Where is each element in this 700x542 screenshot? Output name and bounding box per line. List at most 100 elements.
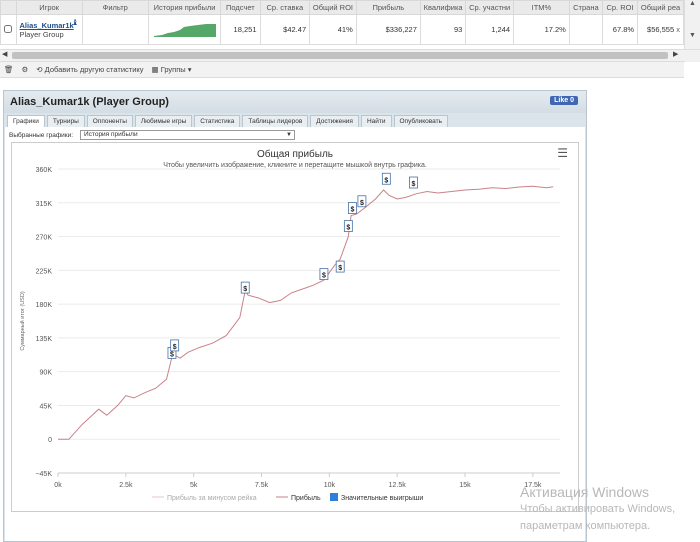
- tab-charts[interactable]: Графики: [7, 115, 45, 127]
- column-header-player[interactable]: Игрок: [15, 0, 83, 15]
- tab-statistics[interactable]: Статистика: [194, 115, 241, 127]
- x-tick-label: 7.5k: [255, 482, 269, 489]
- scroll-down-icon[interactable]: ▼: [689, 32, 696, 39]
- row-checkbox[interactable]: [4, 24, 13, 33]
- chart-menu-icon[interactable]: ☰: [557, 146, 568, 160]
- chart-type-value: История прибыли: [84, 131, 138, 138]
- significant-win-flag-label: $: [322, 273, 326, 280]
- watermark-line-2: Чтобы активировать Windows,: [520, 503, 676, 515]
- y-tick-label: −45K: [35, 471, 52, 478]
- significant-win-flag-label: $: [384, 177, 388, 184]
- x-tick-label: 2.5k: [119, 482, 133, 489]
- y-tick-label: 135K: [36, 336, 53, 343]
- significant-win-flag-label: $: [360, 200, 364, 207]
- column-header-itm[interactable]: ITM%: [513, 0, 570, 15]
- trash-icon[interactable]: 🗑: [4, 65, 14, 74]
- horizontal-scrollbar[interactable]: ◀ ▶: [0, 49, 700, 61]
- settings-icon[interactable]: ⚙: [21, 65, 29, 74]
- qualification-cell: 93: [419, 14, 467, 45]
- significant-win-flag: [343, 220, 353, 232]
- column-header-total-rake[interactable]: Общий реа: [637, 0, 684, 15]
- groups-button[interactable]: ▦ Группы ▾: [152, 65, 192, 74]
- significant-win-flag-label: $: [350, 207, 354, 214]
- significant-win-flag-label: $: [346, 225, 350, 232]
- scroll-up-icon[interactable]: ▲: [689, 0, 696, 7]
- vertical-scrollbar[interactable]: ▲ ▼: [684, 0, 700, 62]
- y-tick-label: 45K: [40, 403, 53, 410]
- scroll-right-icon[interactable]: ▶: [673, 51, 679, 58]
- tab-leaderboards[interactable]: Таблицы лидеров: [242, 115, 309, 127]
- significant-win-flag: [170, 339, 180, 352]
- legend-label-profit: Прибыль: [291, 494, 321, 502]
- x-tick-label: 15k: [459, 482, 471, 489]
- grid-icon: ▦: [151, 65, 159, 74]
- y-tick-label: 225K: [36, 268, 53, 275]
- total-roi-cell: 41%: [309, 14, 357, 45]
- column-header-profit-history[interactable]: История прибыли: [147, 0, 222, 15]
- x-tick-label: 5k: [190, 482, 198, 489]
- column-header-filter[interactable]: Фильтр: [81, 0, 149, 15]
- player-panel: Alias_Kumar1k (Player Group) Like 0 Граф…: [3, 90, 587, 542]
- significant-win-flag: [335, 260, 345, 273]
- legend-swatch-significant: [330, 493, 338, 501]
- horizontal-scroll-thumb[interactable]: [12, 52, 668, 59]
- tab-opponents[interactable]: Оппоненты: [86, 115, 133, 127]
- column-header-avg-stake[interactable]: Ср. ставка: [259, 0, 311, 15]
- x-tick-label: 12.5k: [389, 482, 407, 489]
- column-header-avg-roi[interactable]: Ср. ROI: [601, 0, 639, 15]
- tab-tournaments[interactable]: Турниры: [46, 115, 85, 127]
- table-header-row: Игрок Фильтр История прибыли Подсчет Ср.…: [0, 0, 684, 15]
- column-header-country[interactable]: Страна: [568, 0, 603, 15]
- significant-win-flag-label: $: [412, 181, 416, 188]
- significant-win-flag: [409, 176, 418, 189]
- tab-content: Выбранные графики: История прибыли ▼ Общ…: [5, 127, 585, 541]
- column-header-profit[interactable]: Прибыль: [355, 0, 421, 15]
- total-rake-cell: $56,555 x: [637, 14, 684, 45]
- country-cell: [568, 14, 603, 45]
- significant-win-flag: [357, 195, 367, 208]
- profit-sparkline: [153, 23, 216, 37]
- watermark-line-3: параметрам компьютера.: [520, 520, 651, 532]
- profit-history-cell: [147, 14, 222, 45]
- significant-win-flag-label: $: [170, 351, 174, 358]
- select-column-header: [0, 0, 17, 15]
- add-stats-button[interactable]: ⟲ Добавить другую статистику: [36, 65, 143, 74]
- windows-activation-watermark: Активация Windows Чтобы активировать Win…: [520, 484, 675, 535]
- player-name-link[interactable]: Alias_Kumar1k: [19, 20, 74, 30]
- tab-favorite-games[interactable]: Любимые игры: [134, 115, 193, 127]
- x-tick-label: 10k: [324, 482, 336, 489]
- column-header-count[interactable]: Подсчет: [220, 0, 261, 15]
- y-tick-label: 180K: [36, 302, 53, 309]
- tab-achievements[interactable]: Достижения: [310, 115, 359, 127]
- players-table: Игрок Фильтр История прибыли Подсчет Ср.…: [0, 0, 684, 45]
- chart-container[interactable]: Общая прибыль Чтобы увеличить изображение…: [11, 142, 579, 512]
- table-row: Alias_Kumar1k Player Group ♝ 18,251 $42.…: [0, 14, 684, 45]
- profit-cell: $336,227: [355, 14, 421, 45]
- column-header-total-roi[interactable]: Общий ROI: [309, 0, 357, 15]
- facebook-like-button[interactable]: Like 0: [550, 96, 578, 105]
- itm-cell: 17.2%: [513, 14, 570, 45]
- panel-title: Alias_Kumar1k (Player Group): [10, 96, 169, 108]
- y-tick-label: 270K: [36, 235, 53, 242]
- chart-type-select[interactable]: История прибыли ▼: [80, 130, 295, 140]
- significant-win-flag-label: $: [173, 344, 177, 351]
- avg-entrants-cell: 1,244: [465, 14, 515, 45]
- y-tick-label: 0: [48, 437, 52, 444]
- y-tick-label: 360K: [36, 167, 53, 174]
- y-tick-label: 90K: [40, 370, 53, 377]
- player-cell[interactable]: Alias_Kumar1k Player Group ♝: [15, 14, 83, 45]
- player-flag-icon: ♝: [71, 18, 79, 27]
- tab-find[interactable]: Найти: [360, 115, 392, 127]
- column-header-qualification[interactable]: Квалифика: [419, 0, 467, 15]
- significant-win-flag: [319, 268, 329, 280]
- column-header-avg-entrants[interactable]: Ср. участни: [465, 0, 515, 15]
- filter-cell[interactable]: [81, 14, 149, 45]
- remove-row-icon[interactable]: x: [676, 25, 680, 34]
- legend-label-net-profit: Прибыль за минусом рейка: [167, 494, 257, 502]
- row-checkbox-cell: [0, 14, 17, 45]
- x-tick-label: 0k: [54, 482, 62, 489]
- tab-publish[interactable]: Опубликовать: [393, 115, 449, 127]
- scroll-left-icon[interactable]: ◀: [2, 51, 8, 58]
- link-icon: ⟲: [36, 65, 43, 74]
